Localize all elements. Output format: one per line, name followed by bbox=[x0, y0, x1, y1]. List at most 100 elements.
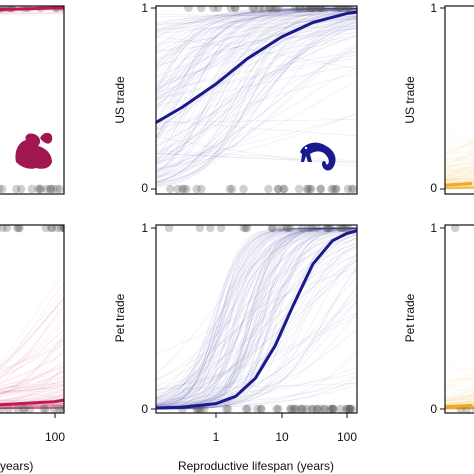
panel-right-bottom bbox=[445, 225, 474, 413]
ensemble-line bbox=[156, 227, 357, 407]
observation-point bbox=[343, 6, 352, 13]
observation-point bbox=[349, 184, 357, 194]
observation-point bbox=[308, 6, 318, 13]
observation-point bbox=[83, 4, 91, 12]
ensemble-line bbox=[0, 307, 64, 379]
observation-point bbox=[94, 405, 102, 413]
frame-left-bottom bbox=[0, 224, 65, 414]
ensemble-line bbox=[156, 9, 357, 24]
observation-point bbox=[241, 404, 251, 413]
observation-point bbox=[177, 184, 187, 194]
ensemble-line bbox=[156, 8, 357, 172]
ensemble-line bbox=[0, 384, 64, 402]
observation-point bbox=[94, 185, 102, 193]
observation-point bbox=[248, 6, 257, 13]
ensemble-line bbox=[0, 382, 64, 388]
ensemble-line bbox=[0, 407, 64, 409]
ensemble-line bbox=[156, 8, 357, 183]
fitted-curve bbox=[445, 403, 473, 409]
panel-right-top bbox=[445, 131, 474, 191]
ensemble-line bbox=[156, 229, 357, 375]
ensemble-line bbox=[156, 8, 357, 95]
observation-point bbox=[164, 225, 174, 233]
ensemble-line bbox=[156, 228, 357, 400]
observation-point bbox=[91, 4, 99, 12]
ensemble-line bbox=[156, 18, 357, 131]
observation-point bbox=[336, 6, 345, 13]
observation-point bbox=[342, 404, 351, 413]
ensemble-line bbox=[156, 7, 357, 139]
ensemble-line bbox=[156, 228, 357, 400]
observation-point bbox=[291, 6, 300, 13]
observation-point bbox=[320, 404, 329, 413]
ensemble-line bbox=[0, 7, 64, 13]
ensemble-line bbox=[156, 7, 357, 81]
ensemble-line bbox=[156, 227, 357, 406]
ensemble-line bbox=[156, 7, 357, 123]
observation-point bbox=[99, 185, 107, 193]
observation-point bbox=[294, 184, 304, 194]
ensemble-line bbox=[0, 403, 64, 409]
ensemble-line bbox=[0, 405, 64, 408]
observation-point bbox=[316, 6, 326, 13]
ensemble-line bbox=[0, 393, 64, 405]
observation-point bbox=[0, 184, 4, 194]
ensemble-line bbox=[156, 8, 357, 111]
observation-point bbox=[314, 6, 324, 13]
ensemble-line bbox=[0, 371, 64, 394]
ensemble-line bbox=[156, 228, 357, 401]
observation-point bbox=[118, 185, 126, 193]
ensemble-line bbox=[0, 328, 64, 381]
observation-point bbox=[98, 224, 106, 232]
ensemble-line bbox=[156, 7, 357, 159]
ensemble-line bbox=[156, 7, 357, 111]
ensemble-line bbox=[156, 8, 357, 162]
observation-point bbox=[195, 225, 204, 233]
ensemble-line bbox=[0, 365, 64, 405]
ensemble-line bbox=[156, 228, 357, 407]
ensemble-line bbox=[156, 8, 357, 183]
observation-point bbox=[302, 6, 311, 13]
observation-point bbox=[109, 4, 117, 12]
ensemble-line bbox=[156, 22, 357, 130]
ensemble-line bbox=[156, 13, 357, 18]
ytick-cb-1: 1 bbox=[141, 221, 148, 235]
ensemble-line bbox=[0, 8, 64, 14]
ensemble-line bbox=[156, 7, 357, 139]
observation-point bbox=[308, 6, 317, 13]
ensemble-line bbox=[156, 28, 357, 45]
observation-point bbox=[89, 405, 97, 413]
observation-point bbox=[307, 225, 316, 233]
observation-point bbox=[52, 225, 62, 233]
observation-point bbox=[59, 225, 64, 233]
ensemble-line bbox=[0, 367, 64, 402]
observation-point bbox=[60, 225, 64, 233]
ensemble-line bbox=[0, 383, 64, 390]
observation-point bbox=[290, 404, 299, 413]
observation-point bbox=[289, 404, 298, 413]
ytick-rt-1: 1 bbox=[430, 1, 437, 15]
ensemble-line bbox=[156, 228, 357, 394]
ensemble-line bbox=[156, 7, 357, 144]
observation-point bbox=[97, 405, 105, 413]
observation-point bbox=[268, 6, 277, 13]
ensemble-line bbox=[156, 227, 357, 405]
observation-point bbox=[295, 6, 304, 13]
ensemble-line bbox=[156, 372, 357, 401]
ensemble-line bbox=[0, 407, 64, 409]
ensemble-line bbox=[156, 227, 357, 410]
observation-point bbox=[41, 225, 50, 233]
xlabel-left-bottom: (years) bbox=[0, 459, 33, 473]
ensemble-line bbox=[156, 227, 357, 409]
ensemble-line bbox=[156, 120, 357, 137]
ytick-cb-0: 0 bbox=[141, 402, 148, 416]
ensemble-line bbox=[156, 7, 357, 174]
panel-center-bottom bbox=[156, 225, 357, 413]
ensemble-line bbox=[156, 227, 357, 409]
ensemble-line bbox=[156, 19, 357, 178]
fitted-curve bbox=[0, 398, 64, 407]
observation-point bbox=[316, 6, 325, 13]
ensemble-line bbox=[156, 25, 357, 164]
ensemble-line bbox=[156, 350, 357, 410]
ensemble-line bbox=[156, 12, 357, 33]
